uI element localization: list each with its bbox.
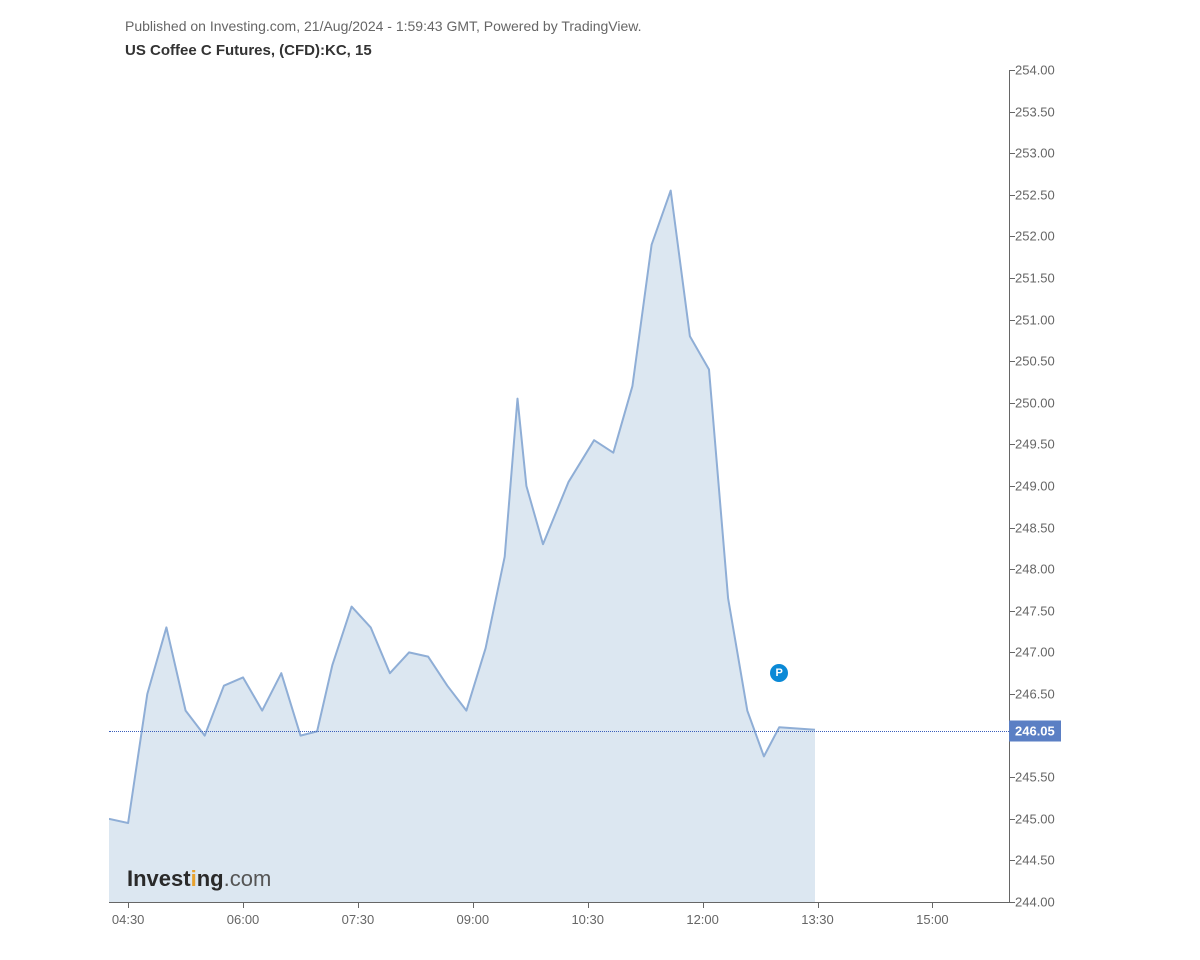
watermark-logo: Investing.com [127,866,271,892]
publish-info: Published on Investing.com, 21/Aug/2024 … [125,18,642,34]
area-svg [109,70,1009,902]
x-axis-label: 13:30 [801,912,834,927]
y-axis-label: 252.50 [1015,187,1055,202]
x-axis-label: 15:00 [916,912,949,927]
x-axis-label: 10:30 [571,912,604,927]
y-axis-label: 253.00 [1015,146,1055,161]
logo-com: .com [224,866,272,891]
x-axis-label: 04:30 [112,912,145,927]
y-axis-label: 249.00 [1015,479,1055,494]
x-axis-label: 07:30 [342,912,375,927]
plot-area[interactable] [109,70,1010,903]
y-axis-label: 249.50 [1015,437,1055,452]
y-axis-label: 245.00 [1015,811,1055,826]
logo-text: Invest [127,866,191,891]
y-axis-label: 251.50 [1015,271,1055,286]
current-price-badge: 246.05 [1009,721,1061,742]
y-axis-label: 248.50 [1015,520,1055,535]
logo-text2: ng [197,866,224,891]
y-axis-label: 244.50 [1015,853,1055,868]
y-axis-label: 247.50 [1015,603,1055,618]
y-axis-label: 251.00 [1015,312,1055,327]
current-price-line [109,731,1009,732]
y-axis-label: 248.00 [1015,562,1055,577]
x-axis-label: 06:00 [227,912,260,927]
y-axis-label: 252.00 [1015,229,1055,244]
chart-title: US Coffee C Futures, (CFD):KC, 15 [125,42,372,59]
x-axis-label: 09:00 [457,912,490,927]
x-axis-label: 12:00 [686,912,719,927]
y-axis-label: 253.50 [1015,104,1055,119]
y-axis-label: 244.00 [1015,895,1055,910]
price-chart: 246.05 P Investing.com 254.00253.50253.0… [95,70,1105,940]
y-axis-label: 250.00 [1015,395,1055,410]
y-axis-label: 245.50 [1015,770,1055,785]
y-axis-label: 247.00 [1015,645,1055,660]
p-marker-icon: P [770,664,788,682]
y-axis-label: 246.50 [1015,687,1055,702]
y-axis-label: 254.00 [1015,63,1055,78]
y-axis-label: 250.50 [1015,354,1055,369]
